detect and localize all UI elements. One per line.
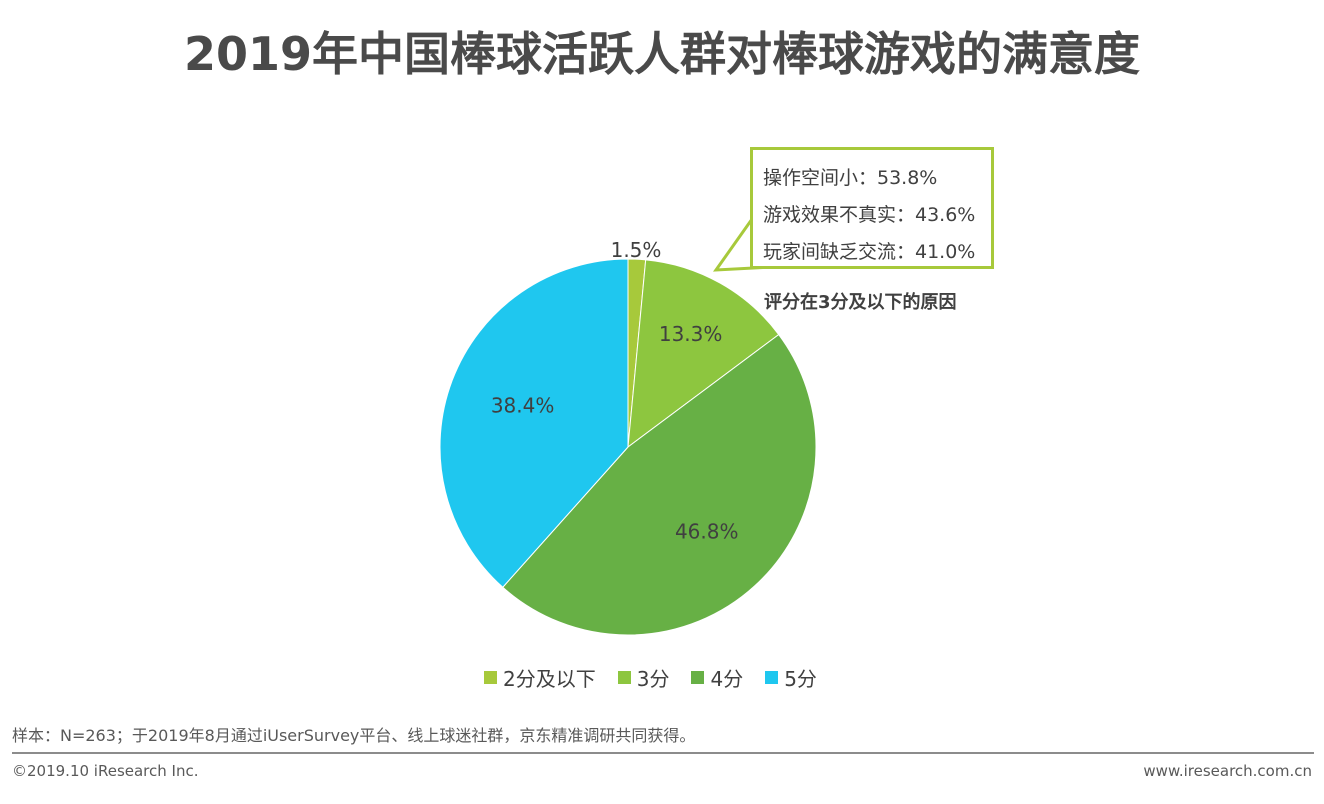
copyright: ©2019.10 iResearch Inc. (12, 762, 199, 780)
reason-item-2: 游戏效果不真实：43.6% (763, 204, 976, 226)
legend-label-0: 2分及以下 (503, 667, 596, 691)
footer-divider (12, 752, 1314, 754)
slice-label-1: 13.3% (659, 322, 723, 346)
slice-label-2: 46.8% (675, 519, 739, 543)
slice-label-0: 1.5% (611, 238, 662, 262)
sample-source-note: 样本：N=263；于2019年8月通过iUserSurvey平台、线上球迷社群，… (12, 726, 696, 745)
pie-slice-3 (439, 258, 629, 588)
legend-label-1: 3分 (636, 667, 670, 691)
legend-swatch-3 (765, 671, 779, 684)
pie-slice-2 (502, 333, 817, 636)
reason-item-1: 操作空间小：53.8% (763, 167, 938, 189)
pie-slice-1 (627, 259, 780, 449)
reason-callout-box: 操作空间小：53.8% 游戏效果不真实：43.6% 玩家间缺乏交流：41.0% (750, 147, 994, 269)
legend-item-1: 3分 (617, 663, 670, 692)
legend-item-2: 4分 (691, 663, 743, 692)
legend-label-3: 5分 (784, 667, 817, 691)
chart-legend: 2分及以下 3分 4分 5分 (484, 663, 817, 692)
legend-swatch-0 (484, 671, 497, 684)
legend-swatch-2 (691, 671, 705, 684)
reason-caption: 评分在3分及以下的原因 (764, 292, 957, 313)
legend-item-0: 2分及以下 (484, 663, 596, 692)
website: www.iresearch.com.cn (1143, 762, 1312, 780)
legend-label-2: 4分 (710, 667, 744, 691)
reason-item-3: 玩家间缺乏交流：41.0% (763, 241, 976, 263)
legend-item-3: 5分 (765, 663, 817, 692)
page-title: 2019年中国棒球活跃人群对棒球游戏的满意度 (183, 27, 1141, 81)
slice-label-3: 38.4% (491, 393, 555, 417)
legend-swatch-1 (617, 671, 631, 684)
